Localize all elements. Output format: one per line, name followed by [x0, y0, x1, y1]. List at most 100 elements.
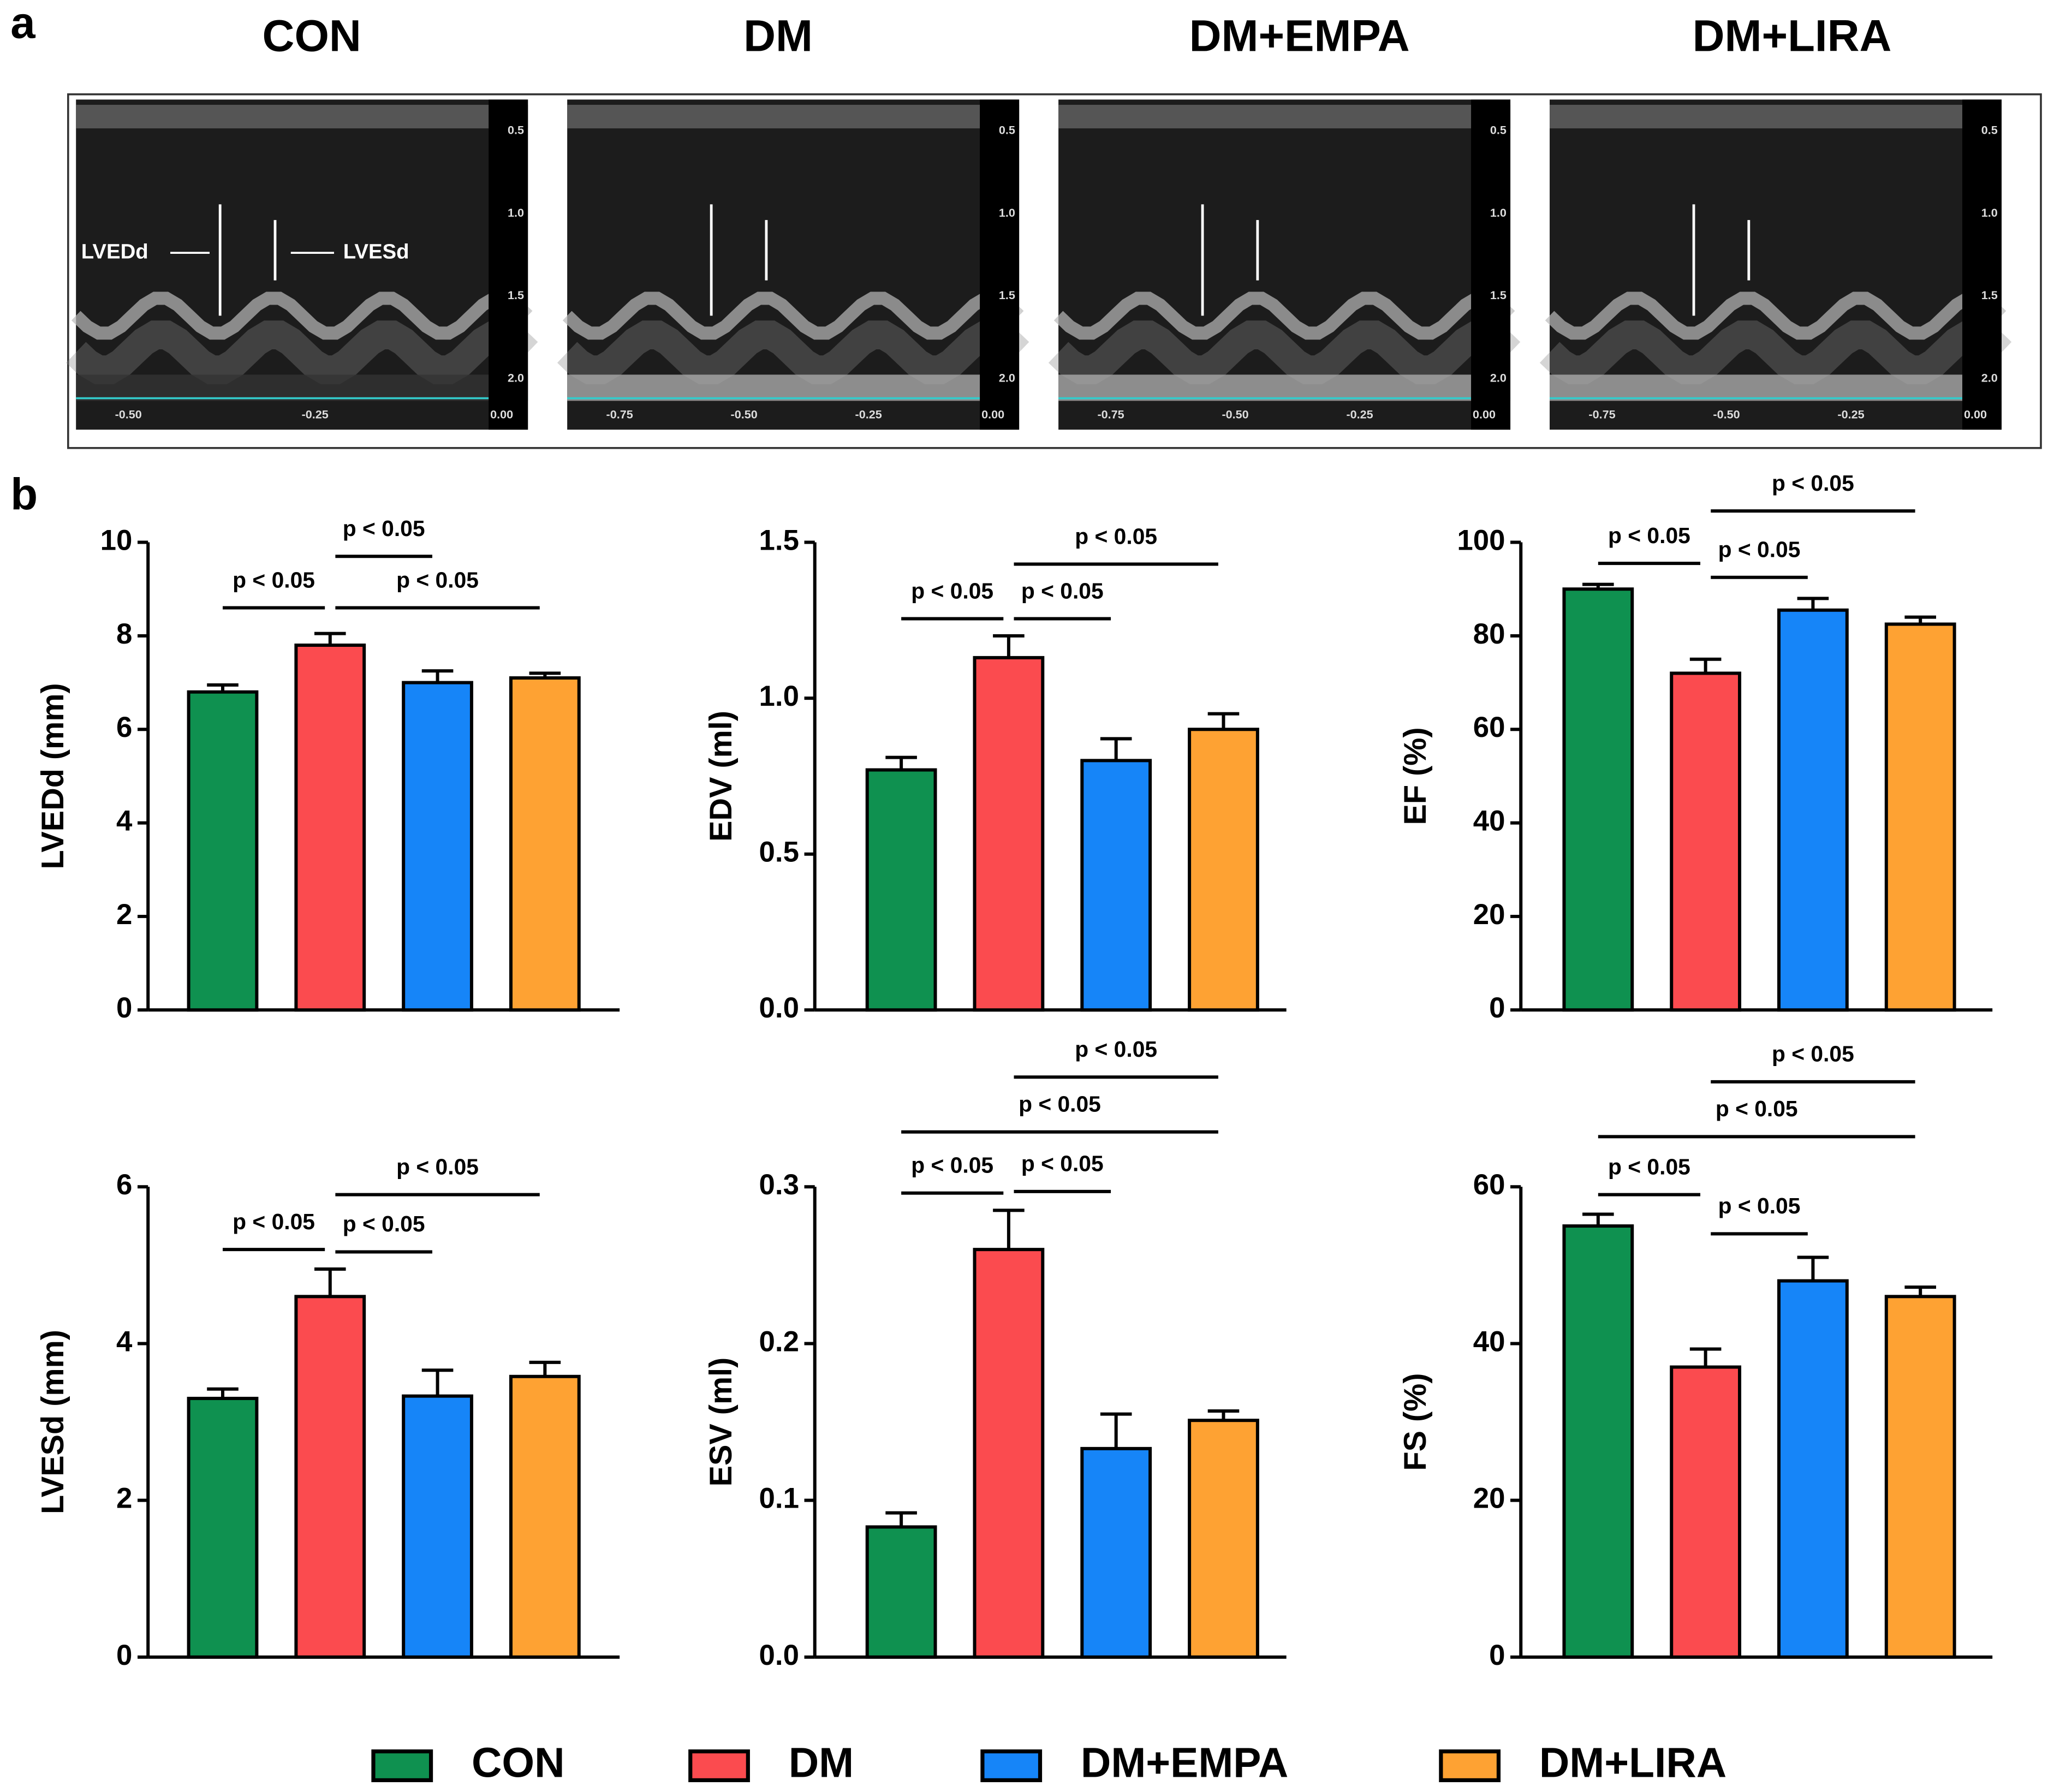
significance-label: p < 0.05	[1019, 1092, 1101, 1117]
ultrasound-band	[76, 104, 528, 129]
y-tick-label: 6	[116, 711, 132, 743]
legend-swatch	[371, 1749, 433, 1783]
significance-label: p < 0.05	[1075, 1037, 1157, 1062]
panel-label: a	[10, 0, 35, 48]
y-axis-label: FS (%)	[1398, 1373, 1433, 1470]
significance-label: p < 0.05	[1075, 523, 1157, 549]
significance-label: p < 0.05	[1021, 578, 1104, 603]
legend-swatch	[1439, 1749, 1501, 1783]
bar	[973, 656, 1045, 1012]
time-tick-label: -0.75	[1097, 407, 1124, 421]
depth-tick-label: 0.5	[508, 123, 524, 137]
significance-label: p < 0.05	[1608, 1154, 1690, 1179]
y-tick-label: 0.3	[759, 1169, 799, 1201]
bar	[294, 1295, 366, 1659]
bar	[1080, 1446, 1152, 1659]
image-title: DM	[743, 11, 813, 61]
y-tick-label: 0.0	[759, 992, 799, 1024]
scale-strip	[980, 99, 1020, 430]
time-tick-label: -0.50	[731, 407, 758, 421]
significance-label: p < 0.05	[1716, 1096, 1798, 1121]
bar	[509, 676, 581, 1012]
depth-tick-label: 1.0	[1490, 206, 1507, 219]
y-axis-label: LVEDd (mm)	[35, 683, 70, 869]
bar	[1884, 1295, 1956, 1659]
time-tick-label: -0.50	[115, 407, 142, 421]
significance-label: p < 0.05	[1772, 471, 1854, 496]
legend-swatch	[980, 1749, 1043, 1783]
bar	[1777, 1279, 1849, 1659]
ultrasound-wall	[66, 320, 538, 384]
significance-label: p < 0.05	[1021, 1151, 1104, 1176]
bar	[1670, 1365, 1742, 1659]
y-axis-label: EF (%)	[1398, 727, 1433, 825]
y-tick-label: 1.5	[759, 524, 799, 556]
time-tick-label: 0.00	[981, 407, 1004, 421]
y-tick-label: 0	[1489, 1639, 1505, 1671]
annotation: LVEDd	[81, 240, 148, 263]
y-tick-label: 1.0	[759, 680, 799, 712]
legend-swatch	[688, 1749, 750, 1783]
time-tick-label: 0.00	[490, 407, 513, 421]
y-tick-label: 0	[116, 1639, 132, 1671]
significance-label: p < 0.05	[343, 1211, 425, 1236]
y-tick-label: 20	[1473, 898, 1505, 931]
legend-label: DM	[789, 1739, 854, 1786]
legend-label: DM+LIRA	[1539, 1739, 1726, 1786]
time-tick-label: -0.75	[1588, 407, 1615, 421]
significance-label: p < 0.05	[911, 578, 993, 603]
ultrasound-band	[567, 104, 1020, 129]
y-tick-label: 0.0	[759, 1639, 799, 1671]
bar	[1777, 608, 1849, 1012]
ultrasound-wall	[1545, 291, 2007, 340]
depth-tick-label: 1.5	[999, 288, 1015, 302]
significance-label: p < 0.05	[396, 1154, 479, 1179]
depth-tick-label: 2.0	[999, 371, 1015, 384]
y-tick-label: 4	[116, 805, 133, 837]
ultrasound-floor	[567, 374, 1020, 401]
bar	[187, 690, 259, 1012]
depth-tick-label: 2.0	[1490, 371, 1507, 384]
y-tick-label: 4	[116, 1325, 133, 1358]
bar	[294, 644, 366, 1012]
time-tick-label: -0.50	[1222, 407, 1248, 421]
significance-label: p < 0.05	[911, 1153, 993, 1178]
y-tick-label: 0.5	[759, 836, 799, 868]
significance-label: p < 0.05	[1718, 1193, 1801, 1218]
y-tick-label: 2	[116, 898, 132, 931]
time-tick-label: 0.00	[1964, 407, 1987, 421]
time-tick-label: -0.25	[855, 407, 882, 421]
ultrasound-wall	[71, 291, 533, 340]
depth-tick-label: 0.5	[1981, 123, 1998, 137]
significance-label: p < 0.05	[233, 567, 315, 592]
panel-a-frame	[67, 93, 2042, 449]
image-title: DM+EMPA	[1189, 11, 1410, 61]
depth-tick-label: 1.0	[999, 206, 1015, 219]
y-tick-label: 20	[1473, 1483, 1505, 1515]
scale-strip	[1471, 99, 1511, 430]
bar	[973, 1248, 1045, 1659]
depth-tick-label: 2.0	[1981, 371, 1998, 384]
depth-tick-label: 1.5	[1981, 288, 1998, 302]
time-tick-label: 0.00	[1473, 407, 1496, 421]
significance-label: p < 0.05	[343, 516, 425, 541]
y-tick-label: 2	[116, 1483, 132, 1515]
ultrasound-floor	[1550, 374, 2002, 401]
bar	[865, 1525, 937, 1659]
bar	[1188, 1419, 1259, 1659]
bar	[1884, 622, 1956, 1012]
time-tick-label: -0.50	[1713, 407, 1740, 421]
ultrasound-floor	[1058, 374, 1511, 401]
y-tick-label: 60	[1473, 711, 1505, 743]
significance-label: p < 0.05	[1608, 523, 1690, 548]
ultrasound-wall	[1048, 320, 1521, 384]
ultrasound-floor	[76, 374, 528, 401]
y-tick-label: 0	[1489, 992, 1505, 1024]
time-tick-label: -0.25	[1837, 407, 1864, 421]
bar	[1670, 671, 1742, 1012]
scale-strip	[1962, 99, 2002, 430]
time-tick-label: -0.25	[1346, 407, 1373, 421]
scale-strip	[489, 99, 528, 430]
